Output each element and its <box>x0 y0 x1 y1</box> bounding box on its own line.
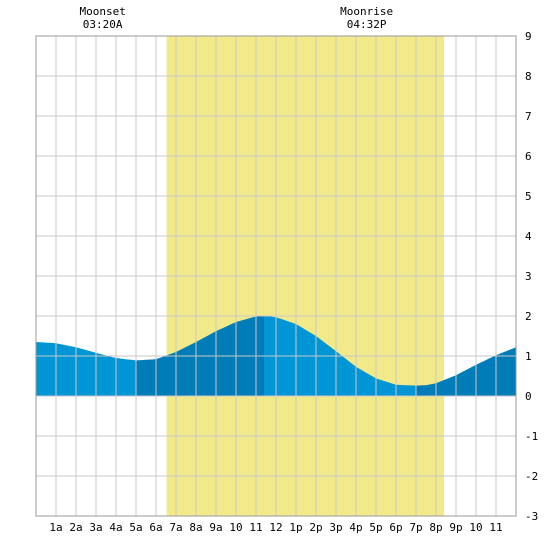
y-tick-label: 8 <box>525 70 532 83</box>
x-tick-label: 11 <box>489 521 502 534</box>
x-tick-label: 12 <box>269 521 282 534</box>
tide-area-segment <box>416 347 516 396</box>
x-tick-label: 6p <box>389 521 402 534</box>
y-tick-label: -2 <box>525 470 538 483</box>
y-tick-label: -1 <box>525 430 538 443</box>
x-tick-label: 10 <box>469 521 482 534</box>
y-tick-label: 6 <box>525 150 532 163</box>
x-tick-label: 4a <box>109 521 122 534</box>
x-tick-label: 9p <box>449 521 462 534</box>
y-tick-label: 5 <box>525 190 532 203</box>
y-tick-label: 4 <box>525 230 532 243</box>
tide-area-segment <box>36 342 136 396</box>
x-tick-label: 3a <box>89 521 102 534</box>
x-tick-label: 7p <box>409 521 422 534</box>
y-tick-label: 3 <box>525 270 532 283</box>
y-tick-label: 1 <box>525 350 532 363</box>
x-tick-label: 1a <box>49 521 62 534</box>
x-tick-label: 5p <box>369 521 382 534</box>
x-tick-label: 6a <box>149 521 162 534</box>
x-tick-label: 11 <box>249 521 262 534</box>
x-tick-label: 8a <box>189 521 202 534</box>
moon-event-label: Moonrise <box>340 5 393 18</box>
x-tick-label: 1p <box>289 521 302 534</box>
x-tick-label: 9a <box>209 521 222 534</box>
x-tick-label: 8p <box>429 521 442 534</box>
x-tick-label: 10 <box>229 521 242 534</box>
x-tick-label: 2p <box>309 521 322 534</box>
moon-event-label: Moonset <box>79 5 125 18</box>
x-tick-label: 2a <box>69 521 82 534</box>
x-tick-label: 4p <box>349 521 362 534</box>
y-tick-label: 0 <box>525 390 532 403</box>
moon-event-time: 03:20A <box>83 18 123 31</box>
x-tick-label: 3p <box>329 521 342 534</box>
y-tick-label: -3 <box>525 510 538 523</box>
y-tick-label: 9 <box>525 30 532 43</box>
x-tick-label: 7a <box>169 521 182 534</box>
y-tick-label: 2 <box>525 310 532 323</box>
moon-event-time: 04:32P <box>347 18 387 31</box>
x-tick-label: 5a <box>129 521 142 534</box>
y-tick-label: 7 <box>525 110 532 123</box>
plot-frame <box>35 35 517 517</box>
